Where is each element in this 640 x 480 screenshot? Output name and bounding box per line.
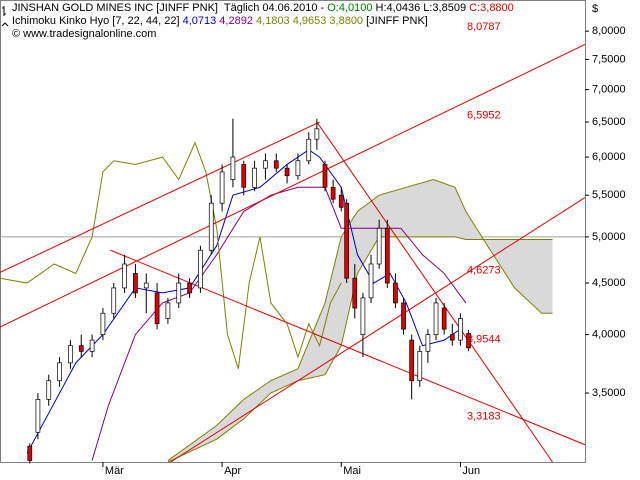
- header-text: 4,2892: [219, 15, 256, 27]
- indicator-line: [91, 186, 467, 461]
- candle-body: [433, 302, 439, 335]
- candle-body: [241, 164, 247, 188]
- y-tick-label: 7,5000: [592, 53, 626, 65]
- candle-body: [401, 302, 406, 330]
- header-line: Ichimoku Kinko Hyo [7, 22, 44, 22] 4,071…: [12, 15, 428, 27]
- header-text: 4,0713: [183, 15, 220, 27]
- candle-body: [322, 164, 328, 188]
- candle-body: [208, 202, 214, 251]
- header-text: C:3,8800: [469, 2, 514, 14]
- candle-body: [230, 156, 236, 180]
- header: JINSHAN GOLD MINES INC [JINFF PNK] Tägli…: [12, 2, 514, 40]
- header-text: 3,8800: [329, 15, 366, 27]
- candle-body: [165, 302, 171, 319]
- candle-body: [187, 282, 192, 294]
- candle-body: [273, 160, 279, 169]
- header-text: O:4,0100: [327, 2, 372, 14]
- candle-body: [252, 167, 257, 188]
- trend-line: [170, 197, 586, 463]
- plot-area: [0, 0, 586, 463]
- candle-body: [376, 227, 382, 265]
- annotation: 3,9544: [467, 334, 501, 346]
- header-text: Ichimoku Kinko Hyo [7, 22, 44, 22]: [12, 15, 183, 27]
- candle-body: [466, 333, 471, 349]
- trend-line: [0, 121, 320, 273]
- y-tick-label: 5,5000: [592, 189, 626, 201]
- x-tick-label: Apr: [224, 465, 241, 477]
- candle-body: [441, 307, 447, 330]
- candle-body: [57, 362, 62, 382]
- candle-body: [458, 318, 463, 341]
- candle-body: [338, 194, 344, 208]
- x-tick-label: Jun: [462, 465, 480, 477]
- x-tick-label: Mär: [105, 465, 124, 477]
- candle-body: [78, 345, 84, 352]
- y-tick-label: 6,0000: [592, 151, 626, 163]
- candle-body: [368, 263, 374, 299]
- candle-body: [417, 350, 423, 382]
- candle-body: [46, 380, 52, 400]
- y-tick-label: 5,0000: [592, 231, 626, 243]
- candle-body: [314, 128, 320, 140]
- header-text: 4,1803: [256, 15, 293, 27]
- candle-body: [154, 292, 160, 325]
- candle-body: [284, 167, 290, 177]
- plot-layer: 8,0787 6,5952 4,6273 3,9544 3,3183: [0, 21, 586, 464]
- candle-body: [330, 186, 336, 200]
- header-text: H:4,0436 L:3,8509: [373, 2, 470, 14]
- y-tick-label: 6,5000: [592, 116, 626, 128]
- candle-body: [344, 202, 350, 279]
- annotation: 6,5952: [467, 110, 501, 122]
- candle-body: [35, 399, 41, 433]
- candle-body: [68, 345, 73, 364]
- cloud-fill: [167, 179, 553, 462]
- y-tick-label: 4,5000: [592, 277, 626, 289]
- y-tick-label: 4,0000: [592, 329, 626, 341]
- candle-body: [352, 277, 358, 309]
- candle-body: [449, 334, 455, 341]
- candle-body: [219, 171, 225, 204]
- icon: [2, 6, 6, 16]
- candle-body: [198, 249, 203, 289]
- header-line: © www.tradesignalonline.com: [12, 28, 156, 40]
- icon: [1, 22, 9, 27]
- candle-body: [143, 282, 149, 289]
- trend-line: [0, 44, 586, 328]
- candle-body: [425, 334, 431, 352]
- candle-body: [393, 282, 398, 304]
- header-text: © www.tradesignalonline.com: [12, 28, 156, 40]
- header-line: JINSHAN GOLD MINES INC [JINFF PNK] Tägli…: [12, 2, 514, 14]
- candle-body: [409, 339, 415, 382]
- y-tick-label: 8,0000: [592, 25, 626, 37]
- candle-body: [306, 138, 312, 162]
- candle-body: [111, 287, 117, 314]
- candle-body: [100, 312, 106, 335]
- header-text: [JINFF PNK]: [366, 15, 428, 27]
- candle-body: [122, 263, 127, 289]
- candle-body: [27, 445, 33, 461]
- annotation: 8,0787: [467, 21, 501, 33]
- x-tick-label: Mai: [343, 465, 361, 477]
- trend-line: [316, 121, 553, 463]
- annotation: 3,3183: [467, 410, 501, 422]
- y-axis-label: $: [592, 3, 598, 15]
- candle-body: [360, 297, 366, 335]
- candle-body: [89, 339, 95, 352]
- y-tick-label: 7,0000: [592, 84, 626, 96]
- candle-body: [384, 227, 390, 284]
- cloud-line: [167, 179, 553, 461]
- candle-body: [263, 160, 268, 169]
- candle-body: [295, 160, 301, 177]
- header-text: 4,9653: [293, 15, 330, 27]
- annotation: 4,6273: [467, 265, 501, 277]
- candle-body: [133, 273, 138, 294]
- y-tick-label: 3,5000: [592, 387, 626, 399]
- candle-body: [176, 282, 182, 304]
- header-text: JINSHAN GOLD MINES INC [JINFF PNK] Tägli…: [12, 2, 327, 14]
